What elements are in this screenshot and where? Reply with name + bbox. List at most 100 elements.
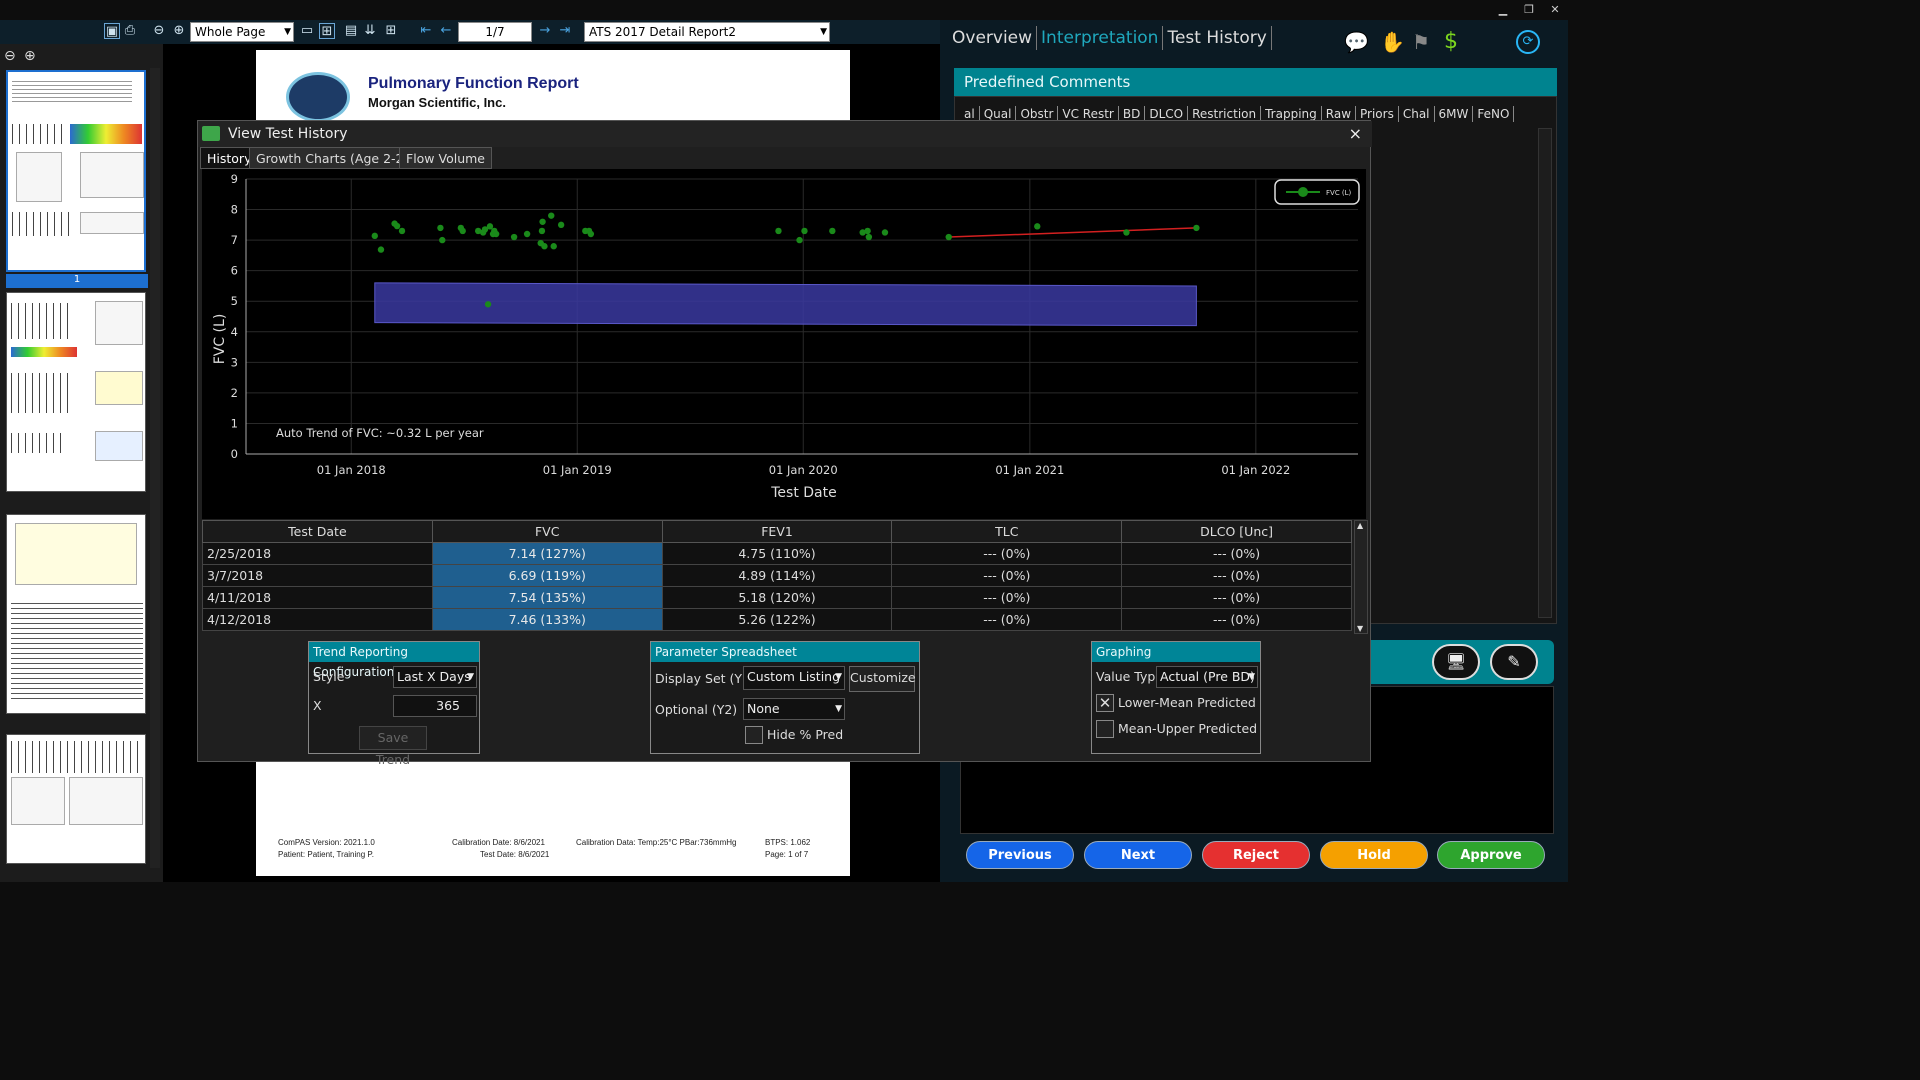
x-days-stepper[interactable]: 365 [393, 695, 477, 717]
data-point [439, 236, 446, 244]
previous-page-icon[interactable]: ← [440, 23, 452, 38]
data-point [393, 222, 401, 230]
flag-icon[interactable]: ⚑ [1412, 30, 1430, 54]
refresh-icon[interactable]: ⟳ [1516, 30, 1540, 54]
billing-icon[interactable]: $ [1444, 29, 1458, 54]
save-trend-button[interactable]: Save Trend [359, 726, 427, 767]
category-tab[interactable]: Restriction [1188, 106, 1262, 122]
last-page-icon[interactable]: ⇥ [559, 23, 571, 38]
page-layout-icon[interactable]: ▣ [104, 23, 120, 39]
chevron-down-icon: ▼ [284, 27, 291, 37]
trend-line-group [948, 227, 1197, 238]
scroll-down-icon[interactable]: ▼ [1357, 624, 1364, 633]
optional-select[interactable]: None ▼ [743, 698, 845, 720]
first-page-icon[interactable]: ⇤ [420, 23, 432, 38]
category-tab[interactable]: BD [1119, 106, 1146, 122]
page-view-icon[interactable]: ▤ [344, 23, 358, 38]
page-thumbnail-2[interactable] [6, 292, 146, 492]
category-tab[interactable]: al [960, 106, 980, 122]
category-tab[interactable]: Priors [1356, 106, 1399, 122]
category-tab[interactable]: DLCO [1145, 106, 1189, 122]
hand-icon[interactable]: ✋ [1380, 30, 1405, 54]
hide-pred-checkbox[interactable] [745, 726, 763, 744]
cell-fvc: 7.54 (135%) [431, 586, 663, 609]
category-tab[interactable]: 6MW [1435, 106, 1474, 122]
customize-button[interactable]: Customize [849, 666, 916, 692]
next-page-icon[interactable]: → [539, 23, 551, 38]
thumb-colorbar [11, 347, 77, 357]
category-tab[interactable]: Raw [1322, 106, 1357, 122]
thumb-graph [95, 301, 143, 345]
tab-test-history[interactable]: Test History [1163, 26, 1272, 50]
category-tab[interactable]: Qual [980, 106, 1017, 122]
legend-label: FVC (L) [1326, 189, 1352, 197]
category-tab[interactable]: VC Restr [1058, 106, 1119, 122]
cell-test-date: 4/12/2018 [202, 608, 433, 631]
previous-button[interactable]: Previous [966, 841, 1074, 869]
fit-page-icon[interactable]: ⊞ [319, 23, 335, 39]
value-type-select[interactable]: Actual (Pre BD) ▼ [1156, 666, 1258, 688]
thumb-zoom-out-icon[interactable]: ⊖ [4, 48, 16, 64]
page-thumbnail-1[interactable] [6, 70, 146, 272]
zoom-in-icon[interactable]: ⊕ [173, 23, 185, 38]
restore-button[interactable]: ❐ [1524, 3, 1534, 16]
page-thumbnail-4[interactable] [6, 734, 146, 864]
x-tick-label: 01 Jan 2020 [769, 463, 838, 477]
lower-mean-label: Lower-Mean Predicted [1118, 695, 1256, 710]
column-header-dlco[interactable]: DLCO [Unc] [1121, 520, 1352, 543]
page-number-input[interactable]: 1/7 [458, 22, 532, 42]
column-header-tlc[interactable]: TLC [891, 520, 1123, 543]
category-tab[interactable]: FeNO [1473, 106, 1515, 122]
reject-button[interactable]: Reject [1202, 841, 1310, 869]
tab-flow-volume[interactable]: Flow Volume [399, 147, 492, 169]
approve-button[interactable]: Approve [1437, 841, 1545, 869]
display-set-label: Display Set (Y1) [655, 671, 755, 686]
column-header-fev1[interactable]: FEV1 [661, 520, 893, 543]
page-thumbnail-3[interactable] [6, 514, 146, 714]
minimize-button[interactable]: ▁ [1498, 3, 1508, 16]
dialog-close-button[interactable]: × [1348, 124, 1362, 143]
category-tab[interactable]: Obstr [1016, 106, 1059, 122]
cell-fev1: 4.89 (114%) [661, 564, 893, 587]
zoom-mode-select[interactable]: Whole Page ▼ [190, 22, 294, 42]
close-window-button[interactable]: ✕ [1550, 3, 1560, 16]
display-set-select[interactable]: Custom Listing ▼ [743, 666, 845, 690]
hold-button[interactable]: Hold [1320, 841, 1428, 869]
edit-user-icon[interactable]: ✎ [1490, 644, 1538, 680]
table-row[interactable]: 3/7/2018 6.69 (119%) 4.89 (114%) --- (0%… [202, 564, 1352, 587]
table-scrollbar[interactable]: ▲ ▼ [1354, 520, 1368, 634]
mean-upper-checkbox[interactable] [1096, 720, 1114, 738]
multi-page-icon[interactable]: ⊞ [385, 23, 397, 38]
tab-growth-charts[interactable]: Growth Charts (Age 2-20) [249, 147, 424, 169]
thumb-table [12, 124, 68, 144]
next-button[interactable]: Next [1084, 841, 1192, 869]
table-row[interactable]: 4/11/2018 7.54 (135%) 5.18 (120%) --- (0… [202, 586, 1352, 609]
tab-interpretation[interactable]: Interpretation [1037, 26, 1164, 50]
zoom-out-icon[interactable]: ⊖ [153, 23, 165, 38]
window-controls: ▁ ❐ ✕ [1460, 0, 1568, 20]
single-page-icon[interactable]: ▭ [300, 23, 314, 38]
chevron-down-icon: ▼ [1248, 672, 1255, 682]
scroll-up-icon[interactable]: ▲ [1357, 521, 1364, 530]
monitor-icon[interactable]: 🖥 [1432, 644, 1480, 680]
continuous-view-icon[interactable]: ⇊ [364, 23, 376, 38]
column-header-fvc[interactable]: FVC [431, 520, 663, 543]
report-select[interactable]: ATS 2017 Detail Report2 ▼ [584, 22, 830, 42]
column-header-test-date[interactable]: Test Date [202, 520, 433, 543]
lower-mean-checkbox[interactable]: ✕ [1096, 694, 1114, 712]
tab-overview[interactable]: Overview [948, 26, 1038, 50]
category-tab[interactable]: Chal [1399, 106, 1435, 122]
table-row[interactable]: 4/12/2018 7.46 (133%) 5.26 (122%) --- (0… [202, 608, 1352, 631]
print-icon[interactable]: ⎙ [124, 23, 136, 38]
thumb-graph [95, 431, 143, 461]
thumb-zoom-in-icon[interactable]: ⊕ [24, 48, 36, 64]
category-tab[interactable]: Trapping [1261, 106, 1322, 122]
thumbnail-scrollbar[interactable] [150, 68, 160, 868]
data-point [510, 233, 518, 241]
table-row[interactable]: 2/25/2018 7.14 (127%) 4.75 (110%) --- (0… [202, 542, 1352, 565]
thumb-table [11, 303, 71, 339]
data-point [1193, 224, 1200, 232]
style-select[interactable]: Last X Days ▼ [393, 666, 477, 688]
comment-icon[interactable]: 💬 [1344, 30, 1369, 54]
comments-scrollbar[interactable] [1538, 128, 1552, 618]
